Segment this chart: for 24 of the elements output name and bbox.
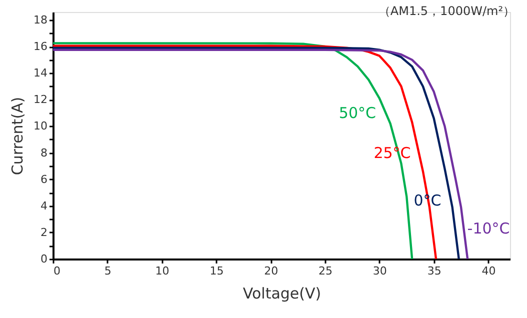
y-tick-label: 6 (40, 172, 48, 186)
y-tick-label: 14 (34, 66, 48, 80)
y-tick-label: 2 (40, 226, 48, 239)
y-tick-label: 12 (34, 93, 48, 106)
x-tick-label: 15 (210, 264, 224, 278)
x-tick-label: 30 (372, 264, 387, 278)
x-axis-title: Voltage(V) (242, 284, 322, 302)
x-tick-label: 25 (318, 264, 333, 278)
y-tick-label: 4 (40, 199, 48, 212)
y-tick-label: 10 (34, 120, 48, 133)
annotation: （AM1.5，1000W/m²） (378, 4, 515, 18)
x-tick-label: 35 (427, 264, 442, 278)
x-tick-label: 20 (264, 264, 278, 278)
annotation: 50°C (338, 104, 376, 122)
y-tick-label: 18 (34, 13, 48, 26)
y-tick-label: 0 (40, 252, 48, 266)
x-tick-label: 5 (104, 264, 112, 278)
x-tick-label: 40 (482, 264, 496, 278)
y-tick-label: 8 (40, 146, 48, 160)
y-axis-title: Current(A) (8, 96, 27, 176)
x-tick-label: 10 (155, 264, 170, 278)
x-tick-label: 0 (54, 264, 60, 278)
y-tick-label: 16 (34, 40, 48, 54)
annotation: -10°C (467, 219, 510, 238)
